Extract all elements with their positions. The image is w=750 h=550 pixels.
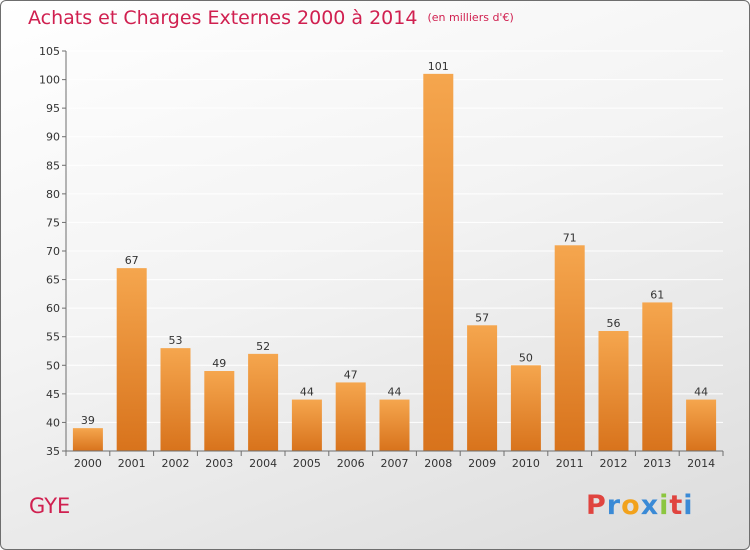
data-label-2012: 56 [607,317,621,330]
y-tick-label: 50 [46,359,60,372]
x-tick-label-2012: 2012 [600,457,628,470]
bar-2004 [248,353,279,451]
bar-2010 [510,365,541,451]
bar-2011 [554,245,585,451]
y-tick-label: 80 [46,188,60,201]
chart-title: Achats et Charges Externes 2000 à 2014 (e… [28,7,514,29]
x-tick-label-2006: 2006 [337,457,365,470]
bar-2014 [686,399,717,451]
y-tick-label: 75 [46,216,60,229]
logo-letter: o [621,490,641,521]
bar-2006 [335,382,366,451]
x-tick-label-2000: 2000 [74,457,102,470]
y-tick-label: 40 [46,416,60,429]
x-tick-label-2014: 2014 [687,457,715,470]
bar-2009 [467,325,498,451]
bar-2000 [72,428,103,451]
y-tick-label: 85 [46,159,60,172]
data-label-2009: 57 [475,311,489,324]
logo-letter: i [659,490,670,521]
unit-label: (en milliers d'€) [427,11,514,24]
bar-2001 [116,268,147,451]
data-label-2010: 50 [519,351,533,364]
y-tick-label: 60 [46,302,60,315]
y-tick-label: 55 [46,331,60,344]
x-tick-label-2004: 2004 [249,457,277,470]
logo-letter: i [683,490,694,521]
y-tick-label: 65 [46,274,60,287]
y-tick-label: 90 [46,131,60,144]
title-text: Achats et Charges Externes 2000 à 2014 [28,7,418,29]
logo-letter: P [586,490,607,521]
logo-letter: x [640,490,660,521]
bar-2007 [379,399,410,451]
data-label-2000: 39 [81,414,95,427]
data-label-2005: 44 [300,386,314,399]
logo-letter: t [669,490,684,521]
data-label-2011: 71 [563,231,577,244]
data-label-2002: 53 [169,334,183,347]
bar-2008 [423,73,454,451]
y-tick-label: 95 [46,102,60,115]
x-tick-label-2007: 2007 [381,457,409,470]
data-label-2003: 49 [212,357,226,370]
data-label-2007: 44 [388,386,402,399]
data-label-2004: 52 [256,340,270,353]
data-label-2014: 44 [694,386,708,399]
y-tick-label: 45 [46,388,60,401]
data-label-2008: 101 [428,60,449,73]
data-label-2006: 47 [344,368,358,381]
y-tick-label: 35 [46,445,60,458]
data-label-2013: 61 [650,288,664,301]
bar-2003 [204,371,235,451]
data-label-2001: 67 [125,254,139,267]
place-name: GYE [29,494,71,518]
bar-2005 [291,399,322,451]
proxiti-logo[interactable]: Proxiti [586,490,694,521]
x-tick-label-2005: 2005 [293,457,321,470]
logo-letter: r [606,490,622,521]
bar-2012 [598,331,629,451]
x-tick-label-2010: 2010 [512,457,540,470]
x-tick-label-2011: 2011 [556,457,584,470]
y-tick-label: 70 [46,245,60,258]
y-tick-label: 100 [39,74,60,87]
y-tick-label: 105 [39,45,60,58]
x-tick-label-2003: 2003 [205,457,233,470]
bar-2013 [642,302,673,451]
x-tick-label-2001: 2001 [118,457,146,470]
x-tick-label-2008: 2008 [424,457,452,470]
x-tick-label-2002: 2002 [162,457,190,470]
bar-2002 [160,348,191,451]
x-tick-label-2009: 2009 [468,457,496,470]
x-tick-label-2013: 2013 [643,457,671,470]
